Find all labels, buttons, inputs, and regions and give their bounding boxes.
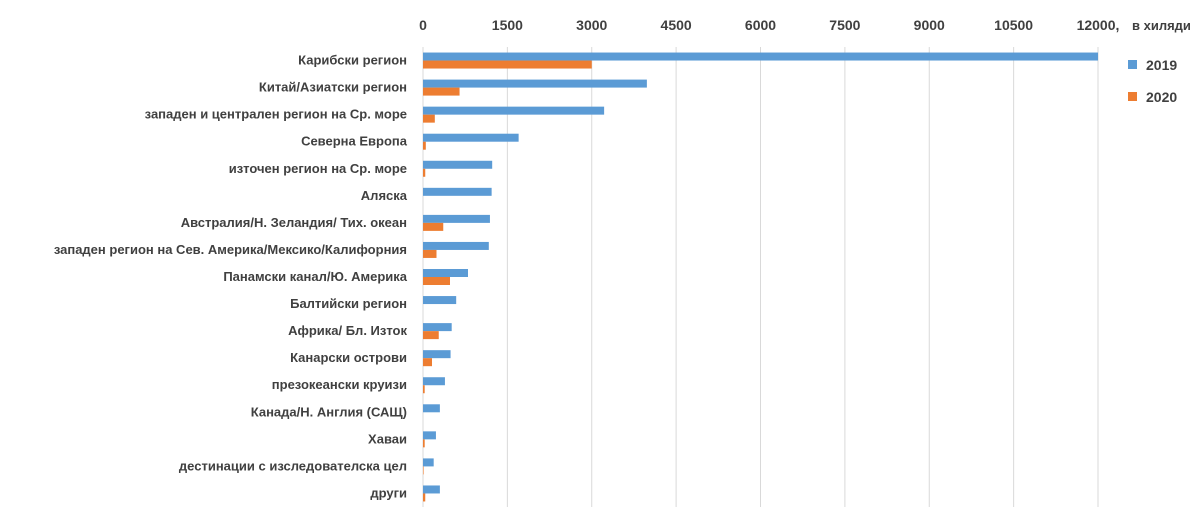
bar-2020-3 [423,141,426,150]
bar-2019-4 [423,160,493,169]
legend-label-2020: 2020 [1146,89,1177,105]
x-tick-label-5: 7500 [829,17,860,33]
bar-2019-16 [423,485,440,494]
category-label-15: дестинации с изследователска цел [179,458,407,473]
labels-layer: Карибски регион Китай/Азиатски регион запа… [54,53,408,501]
bar-2019-3 [423,133,519,142]
category-label-3: Северна Европа [301,134,408,149]
bar-2020-8 [423,277,450,285]
x-tick-label-7: 10500 [994,17,1033,33]
x-tick-label-2: 3000 [576,17,607,33]
bar-2019-6 [423,214,490,223]
category-label-4: източен регион на Ср. море [229,161,407,176]
bar-2019-11 [423,350,451,359]
bar-2019-0 [423,52,1098,61]
category-label-2: западен и централен регион на Ср. море [145,107,407,122]
bar-2019-2 [423,106,605,115]
category-label-5: Аляска [361,188,408,203]
category-label-11: Канарски острови [290,350,407,365]
bar-2020-14 [423,439,425,448]
bar-2020-7 [423,249,437,258]
bar-2019-1 [423,79,647,88]
bar-2019-10 [423,323,452,332]
category-label-9: Балтийски регион [290,296,407,311]
category-label-8: Панамски канал/Ю. Америка [223,269,407,284]
legend-swatch-2020 [1128,92,1137,101]
category-label-6: Австралия/Н. Зеландия/ Тих. океан [181,215,407,230]
bar-2020-1 [423,87,460,96]
x-tick-label-6: 9000 [914,17,945,33]
category-label-0: Карибски регион [298,53,407,68]
legend-swatch-2019 [1128,60,1137,69]
x-tick-label-4: 6000 [745,17,776,33]
x-tick-label-3: 4500 [661,17,692,33]
category-label-12: презокеански круизи [272,377,407,392]
bars-layer [423,52,1098,502]
category-label-1: Китай/Азиатски регион [259,80,407,95]
bar-2020-6 [423,222,444,231]
bar-2020-15 [423,466,424,475]
grid-layer [422,47,1099,507]
bar-2019-7 [423,241,489,250]
bar-2020-0 [423,60,592,69]
legend: 2019 2020 [1128,57,1177,105]
bar-2020-12 [423,385,425,394]
category-label-7: западен регион на Сев. Америка/Мексико/К… [54,242,407,257]
bar-2020-11 [423,358,432,367]
ticks-layer: 0 1500 3000 4500 6000 7500 9000 10500 12000, [419,17,1119,33]
bar-2019-15 [423,458,434,467]
bar-2019-14 [423,431,436,440]
x-tick-label-0: 0 [419,17,427,33]
bar-2020-4 [423,168,426,177]
category-label-13: Канада/Н. Англия (САЩ) [251,404,407,419]
bar-2019-12 [423,377,445,386]
x-tick-label-1: 1500 [492,17,523,33]
bar-2019-9 [423,296,457,305]
category-label-16: други [370,485,407,500]
legend-label-2019: 2019 [1146,57,1177,73]
x-tick-label-8: 12000, [1077,17,1120,33]
category-label-10: Африка/ Бл. Изток [288,323,407,338]
bar-2020-2 [423,114,435,123]
bar-2020-10 [423,331,439,340]
bar-2019-5 [423,187,492,196]
category-label-14: Хаваи [368,431,407,446]
bar-2020-16 [423,493,426,502]
bar-2019-13 [423,404,440,413]
x-unit-label: в хиляди [1132,18,1191,33]
bar-2019-8 [423,269,468,277]
